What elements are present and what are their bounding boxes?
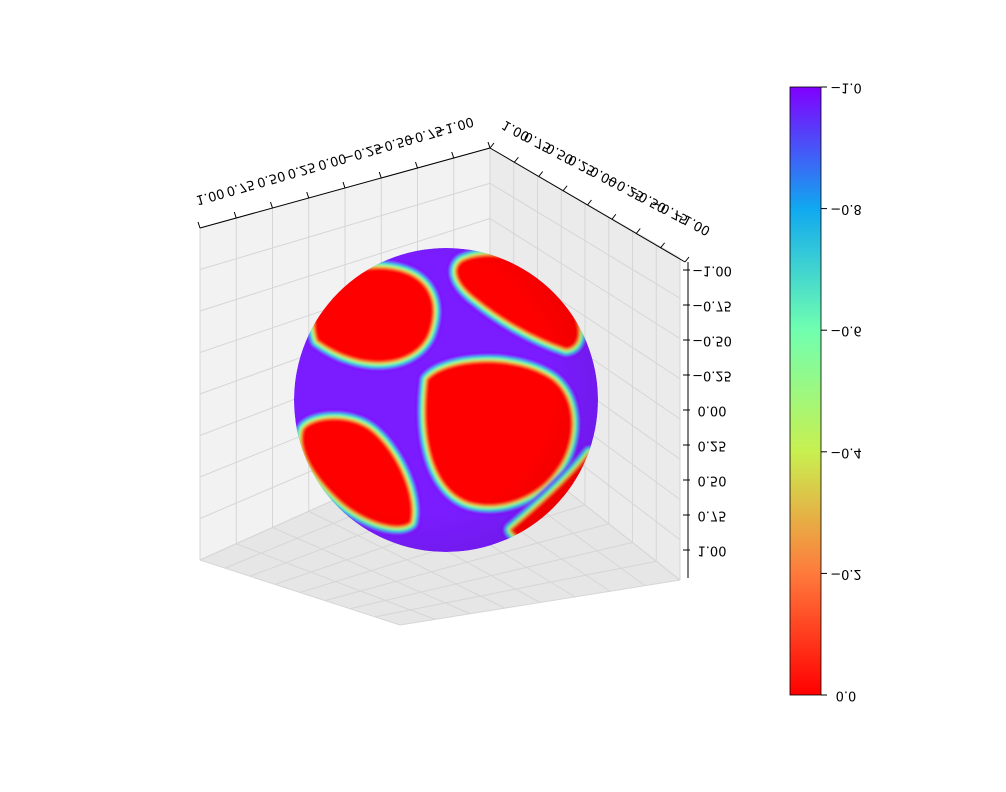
x-tick-mark [451,151,455,159]
colorbar: −1.0 −0.8 −0.6 −0.4 −0.2 0.0 [789,80,862,703]
svg-text:−0.2: −0.2 [830,566,862,581]
sphere-surface [294,248,598,552]
z-tick-label: −1.00 [692,263,732,278]
y-tick-mark [684,256,690,263]
x-tick-mark [197,221,201,229]
colorbar-tick-label: −0.2 [830,566,862,581]
y-tick-mark [660,242,666,249]
y-tick-mark [562,185,568,192]
z-tick-label: 0.25 [698,438,727,453]
y-tick-mark [513,156,519,163]
x-tick-label: 0.25 [286,159,318,181]
colorbar-ticks: −1.0 −0.8 −0.6 −0.4 −0.2 0.0 [821,80,862,703]
z-tick-label: 0.50 [698,473,727,488]
z-tick-label: −0.25 [692,368,732,383]
y-tick-mark [611,213,617,220]
z-tick-label: 0.75 [698,508,727,523]
svg-text:0.75: 0.75 [698,508,727,523]
svg-text:−0.25: −0.25 [692,368,732,383]
x-tick-label: −1.00 [433,113,475,138]
svg-text:−0.6: −0.6 [830,323,862,338]
colorbar-tick-label: −0.4 [830,444,862,459]
svg-text:1.00: 1.00 [194,185,226,207]
x-tick-mark [415,161,418,169]
svg-text:−0.50: −0.50 [692,333,732,348]
svg-text:0.50: 0.50 [698,473,727,488]
x-tick-label: 0.75 [225,176,257,198]
x-tick-label: 1.00 [194,185,226,207]
svg-text:0.25: 0.25 [698,438,727,453]
y-tick-mark [587,199,592,206]
svg-text:−1.00: −1.00 [692,263,732,278]
x-tick-label: 0.50 [255,167,287,189]
y-tick-label: −1.00 [671,206,713,238]
svg-text:0.50: 0.50 [255,167,287,189]
svg-text:0.00: 0.00 [698,403,727,418]
colorbar-tick-label: −0.8 [830,201,862,216]
svg-text:−1.00: −1.00 [671,206,713,238]
svg-text:0.0: 0.0 [836,688,857,703]
colorbar-tick-label: −0.6 [830,323,862,338]
svg-text:−1.00: −1.00 [433,113,475,138]
x-tick-mark [306,191,310,199]
svg-text:−0.8: −0.8 [830,201,862,216]
x-tick-mark [378,171,382,179]
svg-text:−0.4: −0.4 [830,444,862,459]
svg-text:−0.75: −0.75 [692,298,732,313]
x-tick-mark [487,141,491,149]
y-tick-mark [489,142,495,149]
svg-text:1.00: 1.00 [698,543,727,558]
y-tick-mark [635,228,641,234]
svg-text:−1.0: −1.0 [830,80,862,95]
svg-text:0.25: 0.25 [286,159,318,181]
z-tick-label: −0.75 [692,298,732,313]
z-tick-label: 0.00 [698,403,727,418]
x-tick-mark [270,201,273,209]
colorbar-tick-label: −1.0 [830,80,862,95]
z-tick-label: 1.00 [698,543,727,558]
colorbar-gradient [789,86,822,696]
x-tick-mark [342,181,346,189]
x-tick-mark [233,211,237,219]
colorbar-tick-label: 0.0 [836,688,857,703]
svg-text:0.75: 0.75 [225,176,257,198]
z-tick-label: −0.50 [692,333,732,348]
y-tick-mark [538,171,544,177]
z-axis-ticks: −1.00 −0.75 −0.50 −0.25 0.00 0.25 0.50 0.75 1.00 [683,263,732,558]
